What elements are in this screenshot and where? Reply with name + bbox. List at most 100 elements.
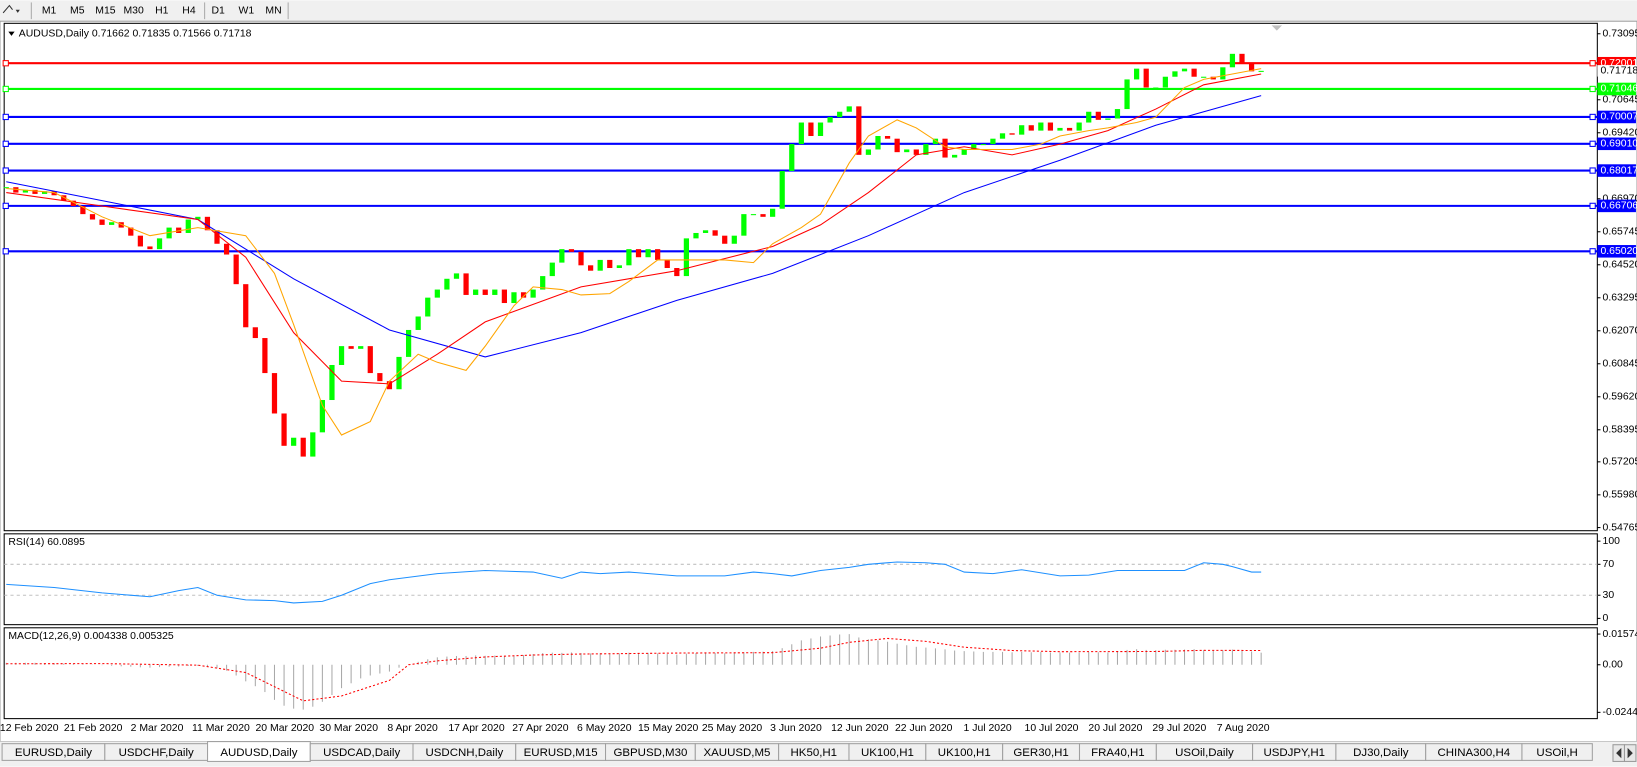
candle <box>568 249 575 252</box>
tab-label[interactable]: USOil,H <box>1536 747 1577 759</box>
rsi-panel <box>3 533 1598 626</box>
level-handle[interactable] <box>2 202 9 210</box>
tab-label[interactable]: CHINA300,H4 <box>1437 747 1510 759</box>
level-handle[interactable] <box>1589 113 1596 121</box>
candle <box>904 149 910 153</box>
level-label-box <box>1597 110 1636 124</box>
level-label: 0.69010 <box>1600 139 1637 150</box>
candle <box>626 249 632 266</box>
tab-label[interactable]: AUDUSD,Daily <box>220 747 297 759</box>
tool-dropdown[interactable] <box>15 9 20 13</box>
candle <box>367 346 373 374</box>
price-tick-label: 0.59620 <box>1603 392 1637 403</box>
candle <box>204 216 211 231</box>
candle <box>894 138 900 153</box>
tab[interactable] <box>1521 743 1593 761</box>
candle <box>185 219 191 233</box>
candle <box>549 262 555 277</box>
date-label: 22 Jun 2020 <box>895 723 953 734</box>
candle <box>1229 53 1236 68</box>
date-label: 12 Jun 2020 <box>831 723 889 734</box>
tab-label[interactable]: FRA40,H1 <box>1091 747 1145 759</box>
candle <box>942 138 948 158</box>
moving-average-fast <box>6 68 1262 436</box>
price-tick-label: 0.64520 <box>1603 260 1637 271</box>
level-label: 0.71046 <box>1600 84 1637 95</box>
candle <box>779 171 785 209</box>
level-handle[interactable] <box>2 60 9 67</box>
price-tick-label: 0.73095 <box>1603 29 1637 40</box>
date-label: 3 Jun 2020 <box>770 723 822 734</box>
candle <box>1114 109 1121 119</box>
level-handle[interactable] <box>2 85 9 93</box>
candle <box>722 235 728 244</box>
candle <box>923 144 929 155</box>
candle <box>109 222 115 225</box>
level-handle[interactable] <box>2 167 9 174</box>
tab-label[interactable]: EURUSD,Daily <box>15 747 92 759</box>
tab-label[interactable]: USDCNH,Daily <box>425 747 503 759</box>
level-handle[interactable] <box>2 140 9 147</box>
candle <box>865 149 872 155</box>
current-price-box <box>1597 65 1636 77</box>
candle <box>731 235 737 244</box>
tab-label[interactable]: USDJPY,H1 <box>1263 747 1325 759</box>
candle <box>386 381 393 390</box>
date-label: 20 Jul 2020 <box>1088 723 1142 734</box>
candle <box>51 191 57 196</box>
tab-label[interactable]: USOil,Daily <box>1175 747 1234 759</box>
candle <box>702 230 709 233</box>
rsi-tick-label: 70 <box>1603 559 1615 570</box>
timeframe-button[interactable]: H1 <box>155 6 169 17</box>
tab-label[interactable]: GBPUSD,M30 <box>613 747 687 759</box>
candle <box>1191 68 1197 77</box>
level-handle[interactable] <box>1589 140 1596 147</box>
candle <box>664 259 670 269</box>
level-handle[interactable] <box>1589 202 1596 210</box>
candle <box>913 149 919 155</box>
level-handle[interactable] <box>2 248 9 255</box>
macd-tick-label: 0.015741 <box>1603 629 1637 640</box>
tab-label[interactable]: UK100,H1 <box>938 747 991 759</box>
candle <box>166 227 172 239</box>
tab-label[interactable]: USDCHF,Daily <box>119 747 194 759</box>
candle <box>501 289 507 304</box>
tab-label[interactable]: XAUUSD,M5 <box>704 747 771 759</box>
tab-label[interactable]: GER30,H1 <box>1013 747 1068 759</box>
candle <box>770 208 776 217</box>
tab-label[interactable]: UK100,H1 <box>861 747 914 759</box>
arrow <box>1627 747 1633 759</box>
level-handle[interactable] <box>2 113 9 121</box>
candle <box>856 106 862 155</box>
candle <box>1019 125 1025 135</box>
tool-icon[interactable] <box>2 4 13 14</box>
tab-label[interactable]: EURUSD,M15 <box>524 747 598 759</box>
timeframe-button[interactable]: M15 <box>95 6 115 17</box>
tab-label[interactable]: HK50,H1 <box>791 747 838 759</box>
level-handle[interactable] <box>1589 167 1596 174</box>
timeframe-button[interactable]: H4 <box>182 6 196 17</box>
timeframe-button[interactable]: M1 <box>42 6 57 17</box>
candle <box>837 111 843 118</box>
tab-label[interactable]: USDCAD,Daily <box>323 747 400 759</box>
timeframe-button[interactable]: D1 <box>212 6 226 17</box>
candle <box>425 297 431 317</box>
timeframe-button[interactable]: M5 <box>70 6 85 17</box>
timeframe-button[interactable]: M30 <box>123 6 143 17</box>
candle <box>1220 67 1226 80</box>
level-handle[interactable] <box>1589 60 1596 67</box>
candle <box>808 122 814 136</box>
tab-label[interactable]: DJ30,Daily <box>1353 747 1409 759</box>
arrow <box>1616 747 1622 759</box>
timeframe-button[interactable]: W1 <box>239 6 255 17</box>
candle <box>655 249 661 260</box>
level-label-box <box>1597 245 1636 258</box>
candle <box>1124 79 1130 110</box>
level-handle[interactable] <box>1589 248 1596 255</box>
date-label: 17 Apr 2020 <box>448 723 504 734</box>
timeframe-button[interactable]: MN <box>265 6 281 17</box>
chart-shift-marker[interactable] <box>1271 25 1283 31</box>
level-handle[interactable] <box>1589 85 1596 93</box>
candle <box>281 413 287 446</box>
